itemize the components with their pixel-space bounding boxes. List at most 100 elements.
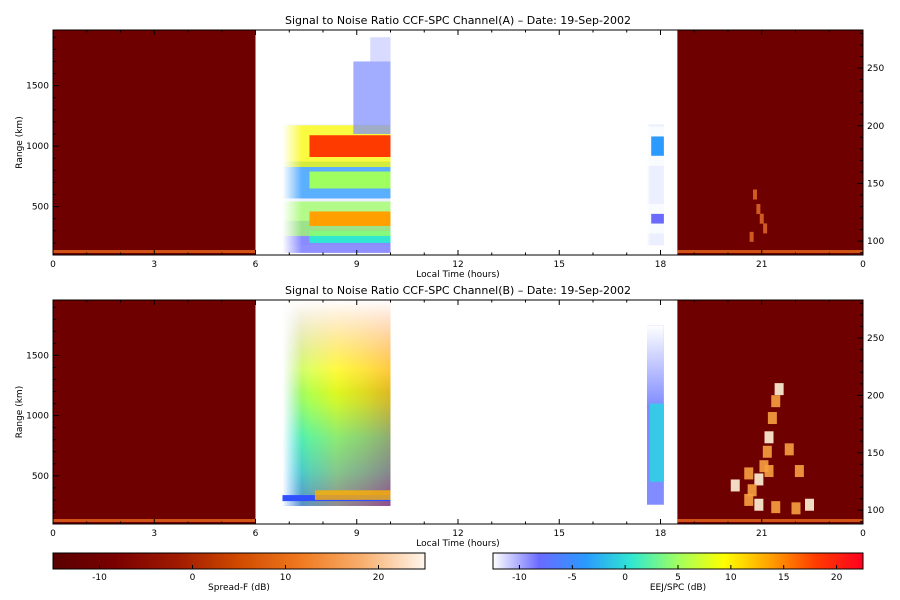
y-axis-label: Range (km) bbox=[15, 386, 25, 438]
spread-f-echo bbox=[767, 412, 777, 425]
y-tick-label: 1000 bbox=[26, 412, 49, 422]
region-0 bbox=[53, 300, 256, 524]
colorbar-gradient bbox=[52, 552, 426, 570]
x-tick-label: 0 bbox=[50, 260, 56, 270]
spread-f-echo bbox=[730, 479, 740, 492]
spread-f-echo bbox=[744, 493, 754, 506]
colorbar-spread-f: -10 0 10 20 Spread-F (dB) bbox=[52, 552, 426, 593]
y2-tick-label: 100 bbox=[867, 237, 884, 247]
y2-tick-label: 100 bbox=[867, 506, 884, 516]
eej-fade bbox=[647, 30, 664, 255]
y2-tick-label: 150 bbox=[867, 179, 884, 189]
y-tick-label: 1500 bbox=[26, 351, 49, 361]
x-tick-label: 9 bbox=[354, 260, 360, 270]
colorbar-tick-label: 15 bbox=[778, 573, 789, 583]
x-tick-label: 3 bbox=[151, 529, 157, 539]
x-tick-label: 15 bbox=[554, 529, 565, 539]
colorbar-tick-label: 5 bbox=[675, 573, 681, 583]
colorbar-tick-label: -5 bbox=[568, 573, 577, 583]
spread-f-echo bbox=[747, 484, 757, 497]
x-tick-label: 6 bbox=[253, 529, 259, 539]
colorbar-label: Spread-F (dB) bbox=[208, 583, 270, 593]
spread-f-echo bbox=[763, 223, 768, 234]
spread-f-echo bbox=[754, 498, 764, 511]
spread-f-background bbox=[53, 300, 256, 524]
colorbar-tick-label: 10 bbox=[280, 573, 292, 583]
x-axis-label: Local Time (hours) bbox=[416, 539, 499, 549]
region-3 bbox=[677, 30, 863, 255]
eej-low-band-core bbox=[314, 490, 391, 500]
y-tick-label: 1500 bbox=[26, 82, 49, 92]
spread-f-echo bbox=[805, 498, 814, 511]
y-tick-label: 500 bbox=[32, 203, 49, 213]
colorbar-tick-label: 10 bbox=[725, 573, 737, 583]
y-tick-label: 1000 bbox=[26, 142, 49, 152]
colorbars: -10 0 10 20 Spread-F (dB) -10 -5 0 5 10 15 20 EEJ/SP… bbox=[52, 552, 864, 593]
colorbar-tick-label: 0 bbox=[190, 573, 196, 583]
x-tick-label: 6 bbox=[253, 260, 259, 270]
spread-f-echo bbox=[762, 445, 772, 458]
x-tick-label: 18 bbox=[655, 529, 667, 539]
spread-f-echo bbox=[784, 443, 794, 456]
chart-title: Signal to Noise Ratio CCF-SPC Channel(A)… bbox=[285, 14, 631, 27]
x-tick-label: 21 bbox=[756, 260, 767, 270]
y-tick-label: 500 bbox=[32, 472, 49, 482]
colorbar-tick-label: 20 bbox=[831, 573, 843, 583]
spread-f-background bbox=[53, 30, 256, 255]
spread-f-background bbox=[677, 30, 863, 255]
x-tick-label: 0 bbox=[860, 260, 866, 270]
y2-tick-label: 250 bbox=[867, 334, 884, 344]
eej-fade bbox=[282, 30, 391, 255]
colorbar-tick-label: -10 bbox=[512, 573, 527, 583]
eej-fade bbox=[282, 300, 391, 506]
x-tick-label: 18 bbox=[655, 260, 667, 270]
x-axis-label: Local Time (hours) bbox=[416, 270, 499, 280]
region-3 bbox=[677, 300, 863, 524]
x-tick-label: 0 bbox=[860, 529, 866, 539]
x-tick-label: 12 bbox=[452, 529, 463, 539]
y2-tick-label: 150 bbox=[867, 449, 884, 459]
spread-f-echo bbox=[759, 213, 764, 224]
spread-f-echo bbox=[764, 465, 774, 478]
chart-title: Signal to Noise Ratio CCF-SPC Channel(B)… bbox=[285, 284, 631, 297]
spread-f-echo bbox=[794, 465, 804, 478]
spread-f-low-band bbox=[677, 519, 863, 522]
x-tick-label: 15 bbox=[554, 260, 565, 270]
spread-f-echo bbox=[764, 431, 774, 444]
spread-f-echo bbox=[771, 501, 781, 514]
spread-f-low-band bbox=[677, 250, 863, 253]
y2-tick-label: 200 bbox=[867, 122, 884, 132]
spread-f-echo bbox=[771, 395, 781, 408]
spread-f-echo bbox=[791, 502, 801, 515]
colorbar-eej: -10 -5 0 5 10 15 20 EEJ/SPC (dB) bbox=[492, 552, 864, 593]
spread-f-echo bbox=[756, 204, 761, 215]
spread-f-echo bbox=[774, 383, 784, 396]
spread-f-echo bbox=[744, 467, 754, 480]
region-2 bbox=[647, 325, 664, 505]
x-tick-label: 3 bbox=[151, 260, 157, 270]
colorbar-tick-label: -10 bbox=[92, 573, 107, 583]
panel-channel-a: Signal to Noise Ratio CCF-SPC Channel(A)… bbox=[15, 14, 884, 280]
spread-f-echo bbox=[749, 231, 754, 242]
x-tick-label: 9 bbox=[354, 529, 360, 539]
region-1 bbox=[282, 30, 391, 255]
colorbar-label: EEJ/SPC (dB) bbox=[650, 583, 706, 593]
colorbar-tick-label: 20 bbox=[373, 573, 385, 583]
colorbar-tick-label: 0 bbox=[622, 573, 628, 583]
region-2 bbox=[647, 30, 664, 255]
x-tick-label: 0 bbox=[50, 529, 56, 539]
spread-f-echo bbox=[754, 473, 764, 486]
x-tick-label: 12 bbox=[452, 260, 463, 270]
y2-tick-label: 250 bbox=[867, 64, 884, 74]
region-1 bbox=[282, 300, 391, 506]
panel-channel-b: Signal to Noise Ratio CCF-SPC Channel(B)… bbox=[15, 284, 884, 549]
y-axis-label: Range (km) bbox=[15, 116, 25, 168]
region-0 bbox=[53, 30, 256, 255]
spread-f-echo bbox=[759, 460, 769, 473]
x-tick-label: 21 bbox=[756, 529, 767, 539]
y2-tick-label: 200 bbox=[867, 391, 884, 401]
spread-f-echo bbox=[753, 189, 757, 200]
eej-fade-top bbox=[647, 325, 664, 505]
spread-f-background bbox=[677, 300, 863, 524]
